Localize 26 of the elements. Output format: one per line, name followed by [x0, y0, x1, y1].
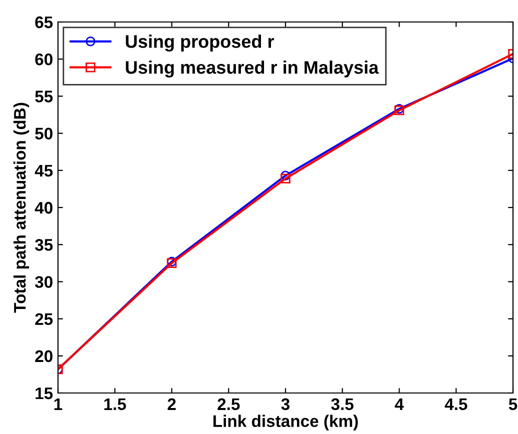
y-tick-label: 60 — [35, 54, 52, 66]
x-tick-label: 3 — [281, 398, 290, 410]
legend-label: Using measured r in Malaysia — [126, 60, 379, 78]
y-tick-label: 65 — [35, 16, 53, 28]
x-tick-label: 4 — [394, 398, 404, 410]
y-axis-title: Total path attenuation (dB) — [14, 102, 30, 313]
x-tick-label: 1.5 — [104, 398, 126, 410]
point — [280, 170, 290, 180]
x-tick-label: 2 — [168, 398, 176, 410]
y-tick-label: 30 — [34, 276, 52, 288]
x-axis-title: Link distance (km) — [213, 414, 358, 430]
y-tick-label: 15 — [36, 388, 53, 400]
y-tick-label: 55 — [35, 90, 53, 102]
x-tick-label: 4.5 — [444, 398, 468, 410]
x-tick-label: 2.5 — [218, 398, 240, 410]
point — [280, 174, 290, 184]
legend-label: Using proposed r — [126, 34, 274, 52]
y-tick-label: 35 — [34, 239, 53, 251]
x-tick-label: 3.5 — [331, 398, 354, 410]
y-tick-label: 45 — [34, 164, 53, 177]
y-tick-label: 20 — [35, 350, 52, 362]
y-tick-label: 50 — [35, 128, 52, 140]
y-tick-label: 40 — [34, 202, 52, 214]
y-tick-label: 25 — [35, 313, 53, 326]
x-tick-label: 5 — [508, 398, 518, 410]
x-tick-label: 1 — [54, 398, 62, 410]
